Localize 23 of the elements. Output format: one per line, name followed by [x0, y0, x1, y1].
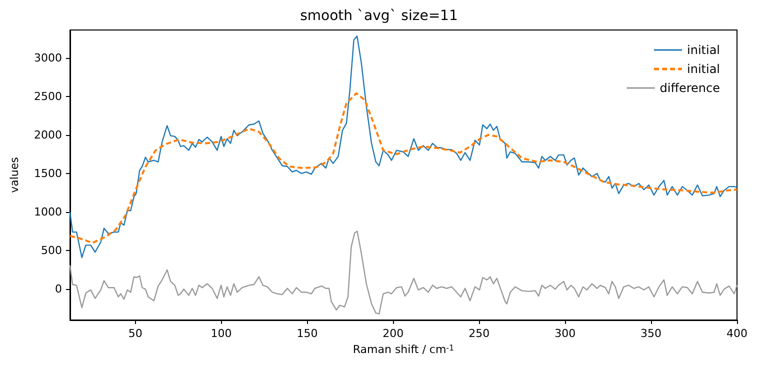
- y-tick-label: 2000: [34, 128, 62, 142]
- y-tick-label: 1000: [34, 206, 62, 219]
- y-tick-label: 2500: [34, 90, 62, 103]
- x-tick-label: 350: [640, 327, 662, 340]
- y-tick-label: 0: [55, 282, 62, 296]
- legend-label: initial: [687, 43, 720, 57]
- y-tick-label: 1500: [34, 166, 62, 180]
- y-axis-title: values: [8, 156, 21, 193]
- line-series: [69, 36, 738, 258]
- y-tick-label: 3000: [34, 51, 62, 64]
- chart-title: smooth `avg` size=11: [300, 8, 458, 24]
- x-tick-label: 400: [726, 327, 748, 340]
- legend-label: initial: [687, 62, 720, 76]
- y-tick-label: 500: [41, 244, 62, 258]
- line-series: [69, 92, 738, 244]
- x-tick-label: 200: [382, 327, 404, 340]
- x-tick-label: 50: [128, 327, 142, 340]
- x-tick-label: 100: [210, 327, 232, 340]
- legend-label: difference: [660, 81, 720, 95]
- line-series: [69, 230, 738, 314]
- x-tick-label: 300: [554, 327, 576, 340]
- x-tick-label: 250: [468, 327, 490, 340]
- x-tick-label: 150: [296, 327, 318, 340]
